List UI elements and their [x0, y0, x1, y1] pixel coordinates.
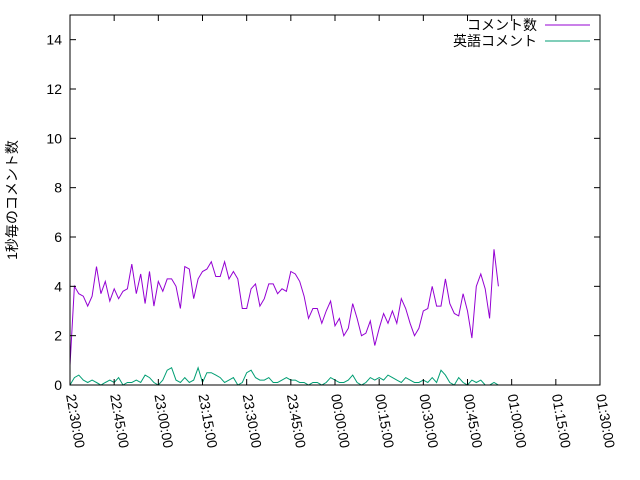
- y-tick-label: 10: [46, 130, 62, 146]
- y-tick-label: 14: [46, 32, 62, 48]
- y-tick-label: 8: [54, 180, 62, 196]
- y-axis: 0 2 4 6 8 10 12 14: [46, 32, 600, 393]
- series-layer: [69, 249, 499, 386]
- y-axis-label: 1秒毎のコメント数: [4, 140, 20, 260]
- y-tick-label: 0: [54, 377, 62, 393]
- y-tick-label: 4: [54, 278, 62, 294]
- series-line-2: [69, 366, 499, 386]
- y-tick-label: 6: [54, 229, 62, 245]
- legend-label-1: コメント数: [467, 17, 537, 33]
- y-tick-label: 2: [54, 328, 62, 344]
- legend-label-2: 英語コメント: [453, 33, 537, 49]
- y-tick-label: 12: [46, 81, 62, 97]
- series-line-1: [69, 249, 499, 366]
